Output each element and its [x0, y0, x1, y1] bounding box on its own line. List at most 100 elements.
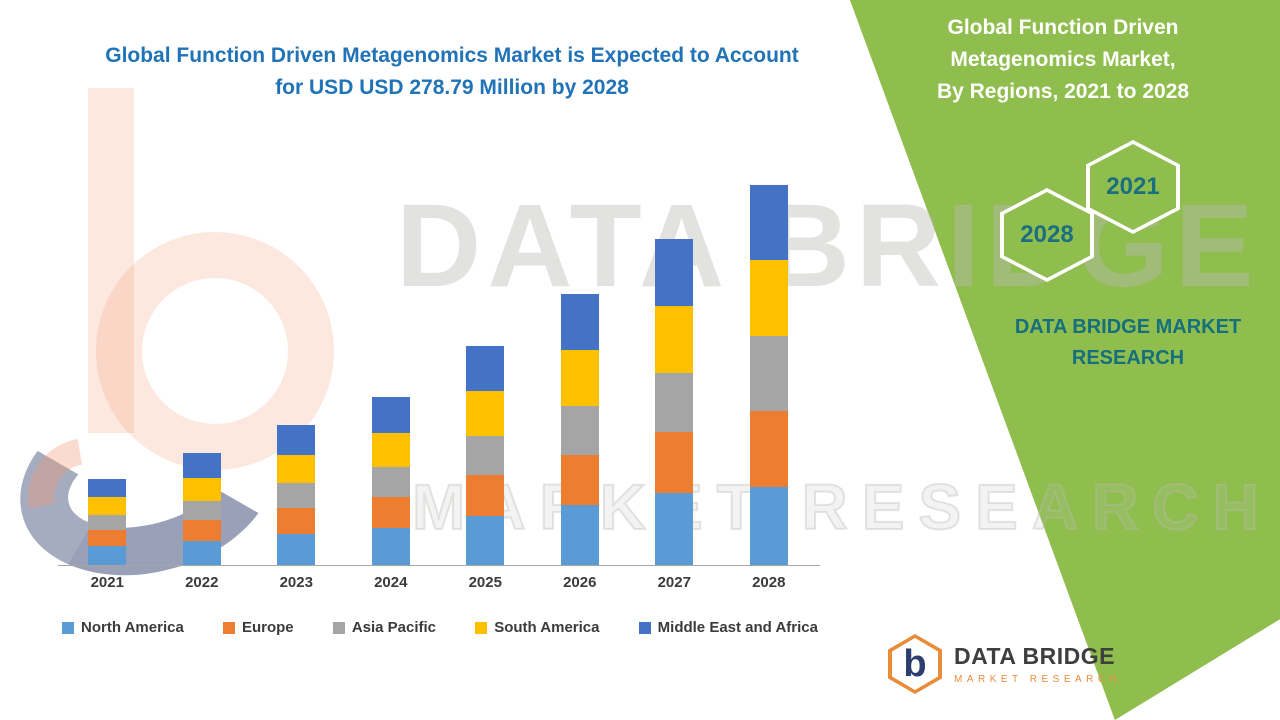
stacked-bar-2021 — [88, 479, 127, 565]
bar-segment — [277, 424, 316, 455]
bar-segment — [88, 529, 127, 546]
bar-segment — [655, 492, 694, 565]
bar-segment — [749, 336, 788, 412]
hexagon-outline: 2028 — [1000, 188, 1094, 282]
bar-segment — [466, 515, 505, 565]
hexagon-outline: 2021 — [1086, 140, 1180, 234]
side-panel-title-line3: By Regions, 2021 to 2028 — [936, 80, 1190, 103]
bar-column — [438, 118, 533, 565]
x-axis-line — [58, 565, 820, 566]
legend-label: Middle East and Africa — [657, 619, 818, 636]
x-axis-label: 2026 — [563, 574, 597, 591]
page-title-line1: Global Function Driven Metagenomics Mark… — [105, 44, 799, 67]
legend-item: Asia Pacific — [332, 619, 437, 636]
x-axis-label: 2021 — [90, 574, 124, 591]
bar-segment — [371, 528, 410, 565]
bar-segment — [655, 372, 694, 432]
watermark-text-market-research: MARKET RESEARCH — [411, 470, 1273, 544]
bar-segment — [371, 466, 410, 497]
bar-column — [155, 118, 250, 565]
legend-item: Middle East and Africa — [638, 619, 818, 636]
stacked-bar-2024 — [371, 397, 410, 565]
logo-hexagon-icon: b — [888, 634, 942, 694]
hexagon-badge-2021: 2021 — [1086, 140, 1180, 234]
bar-segment — [182, 453, 221, 478]
bar-column — [249, 118, 344, 565]
bar-segment — [371, 397, 410, 433]
logo-text-block: DATA BRIDGE MARKET RESEARCH — [954, 643, 1121, 685]
page-title-line2: for USD USD 278.79 Million by 2028 — [275, 76, 629, 99]
x-axis-labels: 2021 2022 2023 2024 2025 2026 2027 2028 — [60, 574, 816, 591]
bar-segment — [749, 411, 788, 488]
bar-segment — [560, 405, 599, 455]
bar-segment — [560, 454, 599, 505]
bar-segment — [560, 349, 599, 406]
bar-segment — [655, 306, 694, 373]
bar-segment — [655, 239, 694, 307]
legend-swatch — [222, 621, 235, 634]
stacked-bar-2026 — [560, 293, 599, 565]
x-axis-label: 2022 — [185, 574, 219, 591]
bar-segment — [371, 432, 410, 467]
stacked-bar-2027 — [655, 239, 694, 565]
hexagon-badge-2028: 2028 — [1000, 188, 1094, 282]
brand-name-text: DATA BRIDGE MARKET RESEARCH — [1014, 316, 1242, 369]
legend-label: North America — [81, 619, 184, 636]
bar-segment — [749, 259, 788, 337]
bar-column — [60, 118, 155, 565]
bar-segment — [182, 477, 221, 502]
legend-item: South America — [475, 619, 600, 636]
stacked-bar-2022 — [182, 453, 221, 565]
legend-label: South America — [494, 619, 600, 636]
logo-b-glyph: b — [892, 638, 938, 690]
side-panel-title-line1: Global Function Driven — [947, 16, 1179, 39]
legend-swatch — [475, 621, 488, 634]
legend-label: Asia Pacific — [351, 619, 437, 636]
bar-segment — [560, 293, 599, 350]
bar-column — [627, 118, 722, 565]
legend-swatch — [62, 621, 74, 634]
bar-segment — [466, 475, 505, 516]
stacked-bar-chart — [60, 118, 816, 565]
bar-segment — [466, 345, 505, 391]
bar-segment — [88, 514, 127, 530]
page-title: Global Function Driven Metagenomics Mark… — [52, 40, 852, 104]
legend-label: Europe — [241, 619, 294, 636]
x-axis-label: 2027 — [657, 574, 691, 591]
bar-column — [533, 118, 628, 565]
bar-segment — [182, 501, 221, 521]
legend-item: Europe — [222, 619, 294, 636]
bar-segment — [466, 435, 505, 476]
logo-hexagon-outline: b — [888, 634, 942, 694]
company-logo: b DATA BRIDGE MARKET RESEARCH — [888, 634, 1121, 694]
bar-segment — [277, 454, 316, 484]
bar-segment — [88, 496, 127, 515]
x-axis-label: 2023 — [279, 574, 313, 591]
legend-item: North America — [62, 619, 184, 636]
legend-swatch — [332, 621, 345, 634]
x-axis-label: 2024 — [374, 574, 408, 591]
bar-segment — [277, 533, 316, 565]
bar-segment — [277, 507, 316, 534]
hexagon-year-label: 2021 — [1090, 144, 1176, 230]
x-axis-label: 2028 — [752, 574, 786, 591]
stacked-bar-2028 — [749, 185, 788, 565]
hexagon-year-label: 2028 — [1004, 192, 1090, 278]
logo-tagline: MARKET RESEARCH — [954, 674, 1122, 685]
bar-segment — [749, 185, 788, 260]
logo-company-name: DATA BRIDGE — [954, 643, 1115, 669]
x-axis-label: 2025 — [468, 574, 502, 591]
legend-swatch — [638, 621, 651, 634]
bar-segment — [88, 479, 127, 497]
bar-segment — [749, 487, 788, 565]
stacked-bar-2025 — [466, 345, 505, 565]
bar-segment — [371, 496, 410, 529]
bar-column — [344, 118, 439, 565]
bar-segment — [655, 431, 694, 493]
stacked-bar-2023 — [277, 424, 316, 565]
bar-segment — [560, 505, 599, 565]
bar-segment — [182, 540, 221, 565]
bar-segment — [88, 545, 127, 565]
chart-legend: North America Europe Asia Pacific South Ame… — [62, 619, 818, 636]
